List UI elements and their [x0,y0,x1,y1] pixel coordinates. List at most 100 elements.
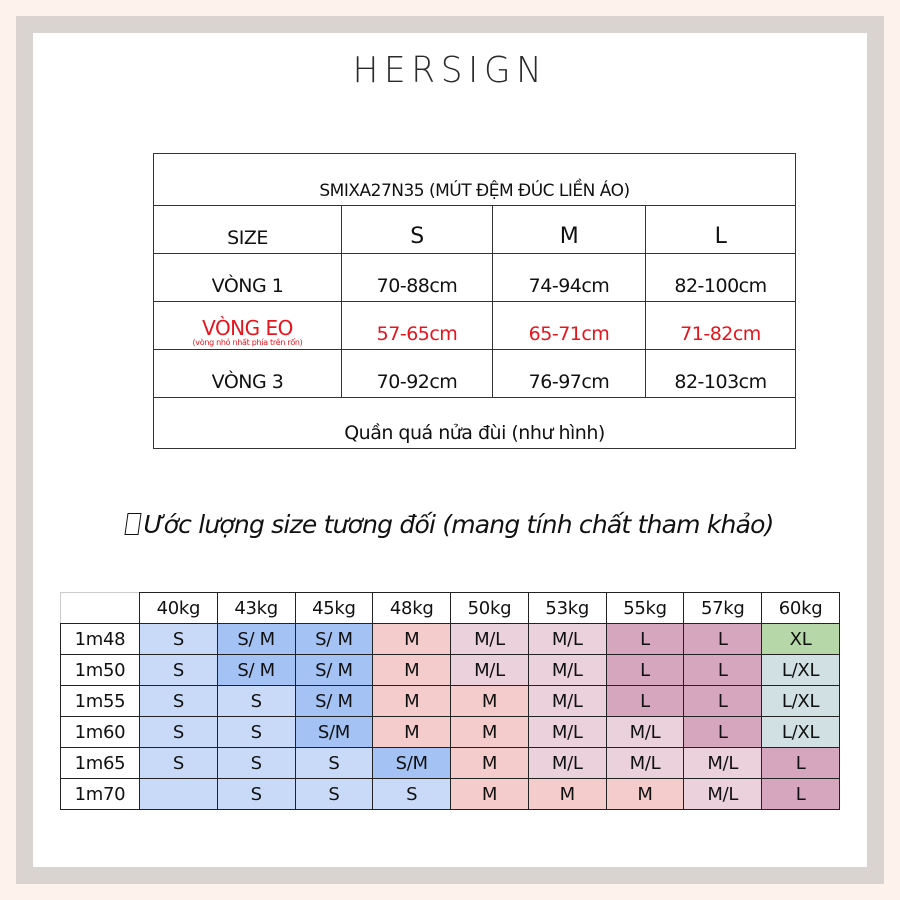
height-row: 1m70 S S S M M M M/L L [60,778,840,810]
size-cell: M [527,778,607,810]
height-row: 1m55 S S S/ M M M M/L L L L/XL [60,685,840,717]
measure-value: 71-82cm [645,301,796,350]
weight-header: 53kg [527,592,607,624]
size-cell: L/XL [761,654,840,686]
height-row: 1m65 S S S S/M M M/L M/L M/L L [60,747,840,779]
size-header-s: S [341,205,493,254]
size-cell: S [294,747,374,779]
size-cell: S/ M [216,623,296,655]
size-cell: S [139,623,218,655]
size-cell: M [605,778,685,810]
size-cell: S [216,778,296,810]
size-cell: L [683,623,763,655]
size-cell: S [216,747,296,779]
size-header-row: SIZE S M L [153,205,796,254]
size-cell: M/L [527,747,607,779]
size-cell: XL [761,623,840,655]
size-cell: L [683,654,763,686]
measure-value: 65-71cm [492,301,646,350]
size-cell: M [450,778,529,810]
product-title: SMIXA27N35 (MÚT ĐỆM ĐÚC LIỀN ÁO) [153,153,796,206]
size-header-l: L [645,205,796,254]
size-estimate-table: 40kg 43kg 45kg 48kg 50kg 53kg 55kg 57kg … [60,592,840,810]
weight-header: 55kg [605,592,685,624]
size-cell: M [372,685,452,717]
size-cell: S/M [372,747,452,779]
measure-label: VÒNG 1 [153,253,342,302]
height-label: 1m50 [60,654,140,686]
size-cell: M/L [605,716,685,748]
missing-glyph-icon [124,513,143,535]
weight-header: 48kg [372,592,452,624]
waist-label: VÒNG EO [202,316,293,340]
size-cell: S [139,716,218,748]
size-cell: S [294,778,374,810]
size-cell: L/XL [761,716,840,748]
measure-label: VÒNG 3 [153,349,342,398]
size-cell: S/M [294,716,374,748]
brand-logo: HERSIGN [352,50,548,91]
weight-header: 43kg [216,592,296,624]
size-cell [139,778,218,810]
size-cell: M/L [683,778,763,810]
size-cell: M [450,716,529,748]
measure-value: 82-100cm [645,253,796,302]
size-cell: S [372,778,452,810]
size-cell: S [139,685,218,717]
weight-header: 57kg [683,592,763,624]
size-cell: S/ M [294,685,374,717]
size-cell: M/L [683,747,763,779]
size-chart-footer-row: Quần quá nửa đùi (như hình) [153,397,796,449]
height-label: 1m65 [60,747,140,779]
size-header-label: SIZE [153,205,342,254]
measure-row-hip: VÒNG 3 70-92cm 76-97cm 82-103cm [153,349,796,398]
size-cell: L [761,747,840,779]
size-cell: L [605,623,685,655]
measure-value: 57-65cm [341,301,493,350]
height-row: 1m48 S S/ M S/ M M M/L M/L L L XL [60,623,840,655]
height-label: 1m55 [60,685,140,717]
height-row: 1m60 S S S/M M M M/L M/L L L/XL [60,716,840,748]
size-cell: S/ M [216,654,296,686]
estimate-title: Ước lượng size tương đối (mang tính chất… [0,510,900,539]
corner-cell [60,592,140,624]
size-cell: M/L [527,716,607,748]
measure-value: 76-97cm [492,349,646,398]
size-cell: S/ M [294,623,374,655]
measure-value: 70-88cm [341,253,493,302]
size-cell: M [450,685,529,717]
size-cell: M/L [450,623,529,655]
size-cell: L [605,654,685,686]
size-chart-table: SMIXA27N35 (MÚT ĐỆM ĐÚC LIỀN ÁO) SIZE S … [153,153,796,449]
size-cell: L [605,685,685,717]
size-cell: L [761,778,840,810]
weight-header: 50kg [450,592,529,624]
measure-row-waist: VÒNG EO (vòng nhỏ nhất phía trên rốn) 57… [153,301,796,350]
size-cell: S [139,654,218,686]
size-cell: M/L [527,685,607,717]
weight-header: 45kg [294,592,374,624]
size-cell: M/L [450,654,529,686]
height-label: 1m60 [60,716,140,748]
height-row: 1m50 S S/ M S/ M M M/L M/L L L L/XL [60,654,840,686]
measure-row-bust: VÒNG 1 70-88cm 74-94cm 82-100cm [153,253,796,302]
size-cell: S [139,747,218,779]
size-cell: S/ M [294,654,374,686]
measure-value: 74-94cm [492,253,646,302]
size-chart-footer: Quần quá nửa đùi (như hình) [153,397,796,449]
size-cell: L [683,716,763,748]
size-cell: M/L [605,747,685,779]
size-header-m: M [492,205,646,254]
size-cell: M [372,654,452,686]
size-cell: M [372,716,452,748]
height-label: 1m70 [60,778,140,810]
size-cell: M/L [527,654,607,686]
size-cell: M [450,747,529,779]
size-cell: M [372,623,452,655]
estimate-title-text: Ước lượng size tương đối (mang tính chất… [143,510,774,539]
size-cell: S [216,685,296,717]
height-label: 1m48 [60,623,140,655]
size-cell: L/XL [761,685,840,717]
measure-value: 70-92cm [341,349,493,398]
size-cell: M/L [527,623,607,655]
